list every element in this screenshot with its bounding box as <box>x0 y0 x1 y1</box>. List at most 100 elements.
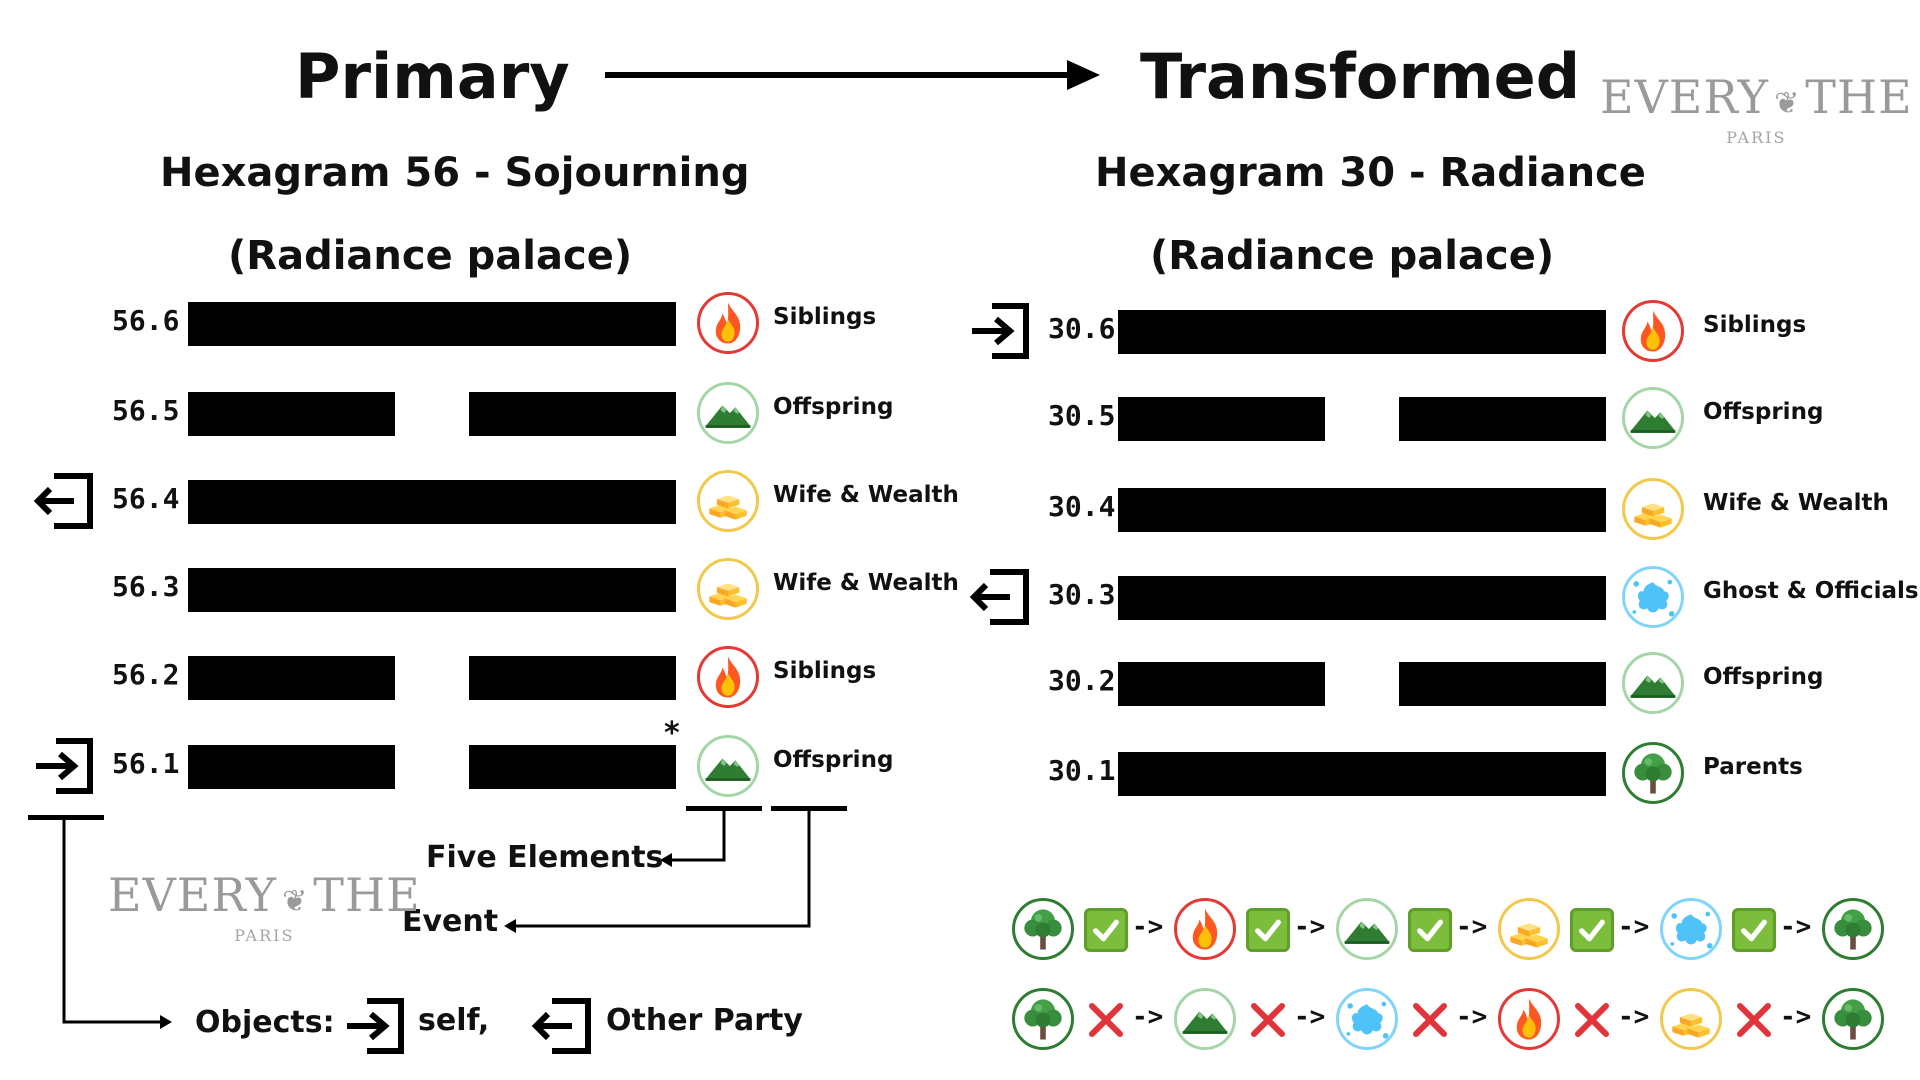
gold-icon <box>697 558 759 620</box>
other-party-object-icon <box>33 473 93 529</box>
yin-line-segment <box>188 392 395 436</box>
check-icon <box>1246 908 1290 952</box>
yin-line-segment <box>1399 662 1606 706</box>
cross-icon <box>1084 998 1128 1042</box>
six-relations-label: Parents <box>1703 754 1803 780</box>
tree-icon <box>1822 988 1884 1050</box>
self-object-icon <box>36 738 93 794</box>
check-icon <box>1570 908 1614 952</box>
arrow-right-icon <box>605 60 1100 90</box>
primary-palace: (Radiance palace) <box>228 233 633 279</box>
six-relations-label: Wife & Wealth <box>773 570 959 596</box>
tree-icon <box>1012 898 1074 960</box>
transformed-hexagram-title: Hexagram 30 - Radiance <box>1095 150 1646 196</box>
line-number: 56.2 <box>112 658 180 691</box>
primary-title: Primary <box>295 40 570 113</box>
six-relations-label: Wife & Wealth <box>773 482 959 508</box>
other-party-icon <box>531 998 591 1054</box>
line-number: 56.5 <box>112 394 180 427</box>
yin-line-segment <box>469 656 676 700</box>
watermark-logo: EVERY ❦ THE PARIS <box>1600 70 1913 147</box>
other-party-object-icon <box>969 569 1029 625</box>
gold-icon <box>1660 988 1722 1050</box>
mountain-icon <box>1336 898 1398 960</box>
fire-icon <box>1174 898 1236 960</box>
tree-icon <box>1012 988 1074 1050</box>
six-relations-label: Offspring <box>773 747 894 773</box>
mountain-icon <box>697 735 759 797</box>
cycle-arrow: -> <box>1780 1002 1812 1032</box>
water-icon <box>1336 988 1398 1050</box>
transformed-title: Transformed <box>1140 40 1581 113</box>
line-number: 30.3 <box>1048 578 1116 611</box>
transformed-palace: (Radiance palace) <box>1150 233 1555 279</box>
fire-icon <box>1622 300 1684 362</box>
objects-underline <box>28 815 104 820</box>
line-number: 30.6 <box>1048 312 1116 345</box>
self-icon <box>347 998 404 1054</box>
check-icon <box>1084 908 1128 952</box>
legend-self: self, <box>418 1003 490 1038</box>
cross-icon <box>1732 998 1776 1042</box>
cycle-arrow: -> <box>1780 912 1812 942</box>
cycle-arrow: -> <box>1294 1002 1326 1032</box>
elements-underline <box>686 806 762 811</box>
six-relations-label: Siblings <box>773 304 877 330</box>
cycle-arrow: -> <box>1294 912 1326 942</box>
six-relations-label: Offspring <box>773 394 894 420</box>
cross-icon <box>1570 998 1614 1042</box>
six-relations-label: Siblings <box>773 658 877 684</box>
legend-objects: Objects: <box>195 1005 335 1040</box>
water-icon <box>1660 898 1722 960</box>
legend-five-elements: Five Elements <box>426 840 664 875</box>
six-relations-label: Siblings <box>1703 312 1807 338</box>
primary-hexagram-title: Hexagram 56 - Sojourning <box>160 150 750 196</box>
water-icon <box>1622 566 1684 628</box>
cross-icon <box>1246 998 1290 1042</box>
mountain-icon <box>1622 387 1684 449</box>
line-number: 56.4 <box>112 482 180 515</box>
line-number: 56.1 <box>112 747 180 780</box>
fire-icon <box>697 292 759 354</box>
cycle-arrow: -> <box>1132 912 1164 942</box>
yang-line <box>1118 752 1606 796</box>
yin-line-segment <box>469 392 676 436</box>
self-object-icon <box>972 303 1029 359</box>
cycle-arrow: -> <box>1456 1002 1488 1032</box>
yin-line-segment <box>1118 397 1325 441</box>
line-number: 56.6 <box>112 304 180 337</box>
line-number: 56.3 <box>112 570 180 603</box>
moving-line-mark: * <box>664 716 680 751</box>
six-relations-label: Offspring <box>1703 664 1824 690</box>
check-icon <box>1408 908 1452 952</box>
tree-icon <box>1622 742 1684 804</box>
yang-line <box>188 480 676 524</box>
legend-other-party: Other Party <box>606 1003 803 1038</box>
six-relations-label: Offspring <box>1703 399 1824 425</box>
six-relations-label: Wife & Wealth <box>1703 490 1889 516</box>
tree-icon <box>1822 898 1884 960</box>
line-number: 30.1 <box>1048 754 1116 787</box>
yang-line <box>1118 576 1606 620</box>
gold-icon <box>1622 478 1684 540</box>
mountain-icon <box>1622 652 1684 714</box>
mountain-icon <box>1174 988 1236 1050</box>
cycle-arrow: -> <box>1132 1002 1164 1032</box>
gold-icon <box>1498 898 1560 960</box>
cross-icon <box>1408 998 1452 1042</box>
fire-icon <box>697 646 759 708</box>
event-underline <box>771 806 847 811</box>
check-icon <box>1732 908 1776 952</box>
line-number: 30.4 <box>1048 490 1116 523</box>
yin-line-segment <box>469 745 676 789</box>
gold-icon <box>697 470 759 532</box>
yin-line-segment <box>188 656 395 700</box>
mountain-icon <box>697 382 759 444</box>
line-number: 30.2 <box>1048 664 1116 697</box>
legend-event: Event <box>402 904 499 939</box>
yang-line <box>188 302 676 346</box>
yin-line-segment <box>188 745 395 789</box>
cycle-arrow: -> <box>1618 912 1650 942</box>
fire-icon <box>1498 988 1560 1050</box>
